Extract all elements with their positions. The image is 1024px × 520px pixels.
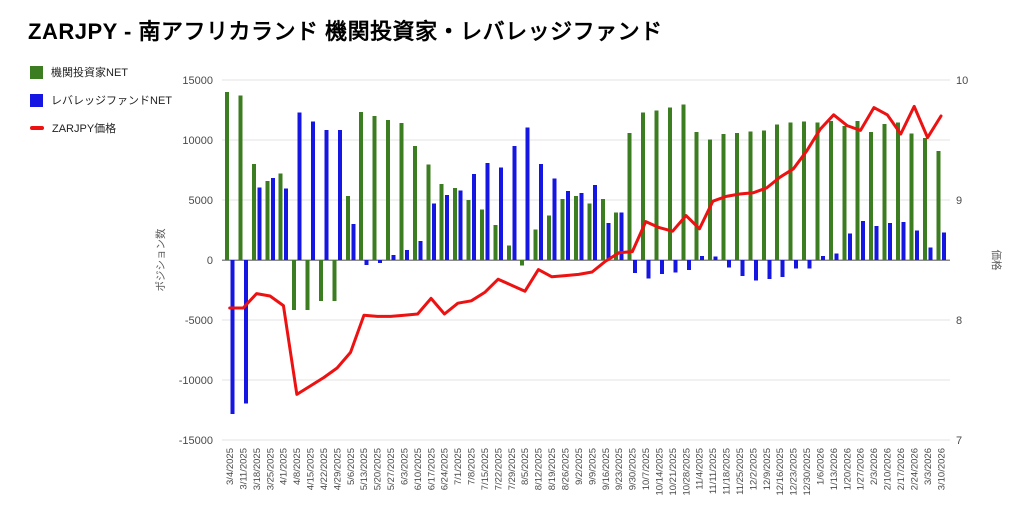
svg-text:11/11/2025: 11/11/2025 [708, 448, 719, 494]
svg-text:12/16/2025: 12/16/2025 [775, 448, 786, 496]
blue-square-swatch-icon [30, 93, 43, 107]
svg-text:9/2/2025: 9/2/2025 [574, 448, 585, 485]
svg-text:1/6/2026: 1/6/2026 [815, 448, 826, 485]
svg-text:11/4/2025: 11/4/2025 [695, 448, 706, 490]
svg-text:12/23/2025: 12/23/2025 [789, 448, 800, 496]
svg-text:11/18/2025: 11/18/2025 [722, 448, 733, 495]
svg-text:12/9/2025: 12/9/2025 [762, 448, 773, 490]
svg-text:8/5/2025: 8/5/2025 [520, 448, 531, 485]
svg-text:10000: 10000 [182, 135, 213, 147]
svg-text:9/30/2025: 9/30/2025 [628, 448, 639, 490]
svg-text:12/30/2025: 12/30/2025 [802, 448, 813, 496]
svg-text:3/18/2025: 3/18/2025 [252, 448, 263, 490]
svg-text:-5000: -5000 [185, 315, 213, 327]
svg-text:7/8/2025: 7/8/2025 [467, 448, 478, 485]
svg-text:1/20/2026: 1/20/2026 [842, 448, 853, 490]
svg-text:4/22/2025: 4/22/2025 [319, 448, 330, 490]
svg-text:9: 9 [956, 195, 962, 207]
svg-text:8/19/2025: 8/19/2025 [547, 448, 558, 490]
svg-text:10/28/2025: 10/28/2025 [681, 448, 692, 496]
svg-text:8/26/2025: 8/26/2025 [561, 448, 572, 490]
svg-text:9/23/2025: 9/23/2025 [614, 448, 625, 490]
svg-text:5000: 5000 [189, 195, 213, 207]
svg-text:4/8/2025: 4/8/2025 [292, 448, 303, 485]
svg-text:5/6/2025: 5/6/2025 [346, 448, 357, 485]
svg-text:価格: 価格 [990, 250, 1003, 271]
svg-text:15000: 15000 [182, 75, 213, 87]
svg-text:1/13/2026: 1/13/2026 [829, 448, 840, 490]
legend-item-institutional-net: 機関投資家NET [30, 64, 172, 80]
svg-text:7: 7 [956, 435, 962, 447]
svg-text:2/17/2026: 2/17/2026 [896, 448, 907, 490]
svg-text:3/25/2025: 3/25/2025 [265, 448, 276, 490]
svg-text:7/29/2025: 7/29/2025 [507, 448, 518, 490]
legend-label: 機関投資家NET [51, 67, 128, 79]
svg-text:-10000: -10000 [179, 375, 213, 387]
svg-text:9/9/2025: 9/9/2025 [587, 448, 598, 485]
svg-text:9/16/2025: 9/16/2025 [601, 448, 612, 490]
svg-text:12/2/2025: 12/2/2025 [748, 448, 759, 490]
svg-text:3/3/2026: 3/3/2026 [923, 448, 934, 485]
svg-text:10/21/2025: 10/21/2025 [668, 448, 679, 496]
svg-text:10/7/2025: 10/7/2025 [641, 448, 652, 490]
svg-text:7/1/2025: 7/1/2025 [453, 448, 464, 485]
svg-text:8/12/2025: 8/12/2025 [534, 448, 545, 490]
svg-text:0: 0 [207, 255, 213, 267]
legend: 機関投資家NET レバレッジファンドNET ZARJPY価格 [30, 64, 172, 136]
green-square-swatch-icon [30, 65, 43, 79]
svg-text:5/20/2025: 5/20/2025 [373, 448, 384, 490]
svg-text:11/25/2025: 11/25/2025 [735, 448, 746, 495]
svg-text:2/10/2026: 2/10/2026 [883, 448, 894, 490]
svg-text:2/24/2026: 2/24/2026 [909, 448, 920, 490]
svg-text:3/10/2026: 3/10/2026 [936, 448, 947, 490]
svg-text:6/17/2025: 6/17/2025 [426, 448, 437, 490]
svg-text:ポジション数: ポジション数 [154, 228, 167, 291]
legend-label: レバレッジファンドNET [51, 95, 172, 107]
svg-text:1/27/2026: 1/27/2026 [856, 448, 867, 490]
legend-label: ZARJPY価格 [52, 123, 117, 135]
svg-text:5/13/2025: 5/13/2025 [359, 448, 370, 490]
svg-text:10/14/2025: 10/14/2025 [654, 448, 665, 496]
svg-text:6/24/2025: 6/24/2025 [440, 448, 451, 490]
svg-text:4/1/2025: 4/1/2025 [279, 448, 290, 485]
svg-text:2/3/2026: 2/3/2026 [869, 448, 880, 485]
svg-text:6/10/2025: 6/10/2025 [413, 448, 424, 490]
svg-text:5/27/2025: 5/27/2025 [386, 448, 397, 490]
svg-text:3/11/2025: 3/11/2025 [238, 448, 249, 490]
svg-text:7/15/2025: 7/15/2025 [480, 448, 491, 490]
legend-item-leveraged-fund-net: レバレッジファンドNET [30, 92, 172, 108]
red-line-swatch-icon [30, 126, 44, 130]
svg-text:8: 8 [956, 315, 962, 327]
svg-text:4/15/2025: 4/15/2025 [306, 448, 317, 490]
svg-text:3/4/2025: 3/4/2025 [225, 448, 236, 485]
svg-text:6/3/2025: 6/3/2025 [399, 448, 410, 485]
svg-text:-15000: -15000 [179, 435, 213, 447]
svg-text:7/22/2025: 7/22/2025 [493, 448, 504, 490]
chart-title: ZARJPY - 南アフリカランド 機関投資家・レバレッジファンド [28, 19, 663, 44]
svg-text:4/29/2025: 4/29/2025 [332, 448, 343, 490]
legend-item-zarjpy-price: ZARJPY価格 [30, 120, 172, 136]
svg-text:10: 10 [956, 75, 968, 87]
